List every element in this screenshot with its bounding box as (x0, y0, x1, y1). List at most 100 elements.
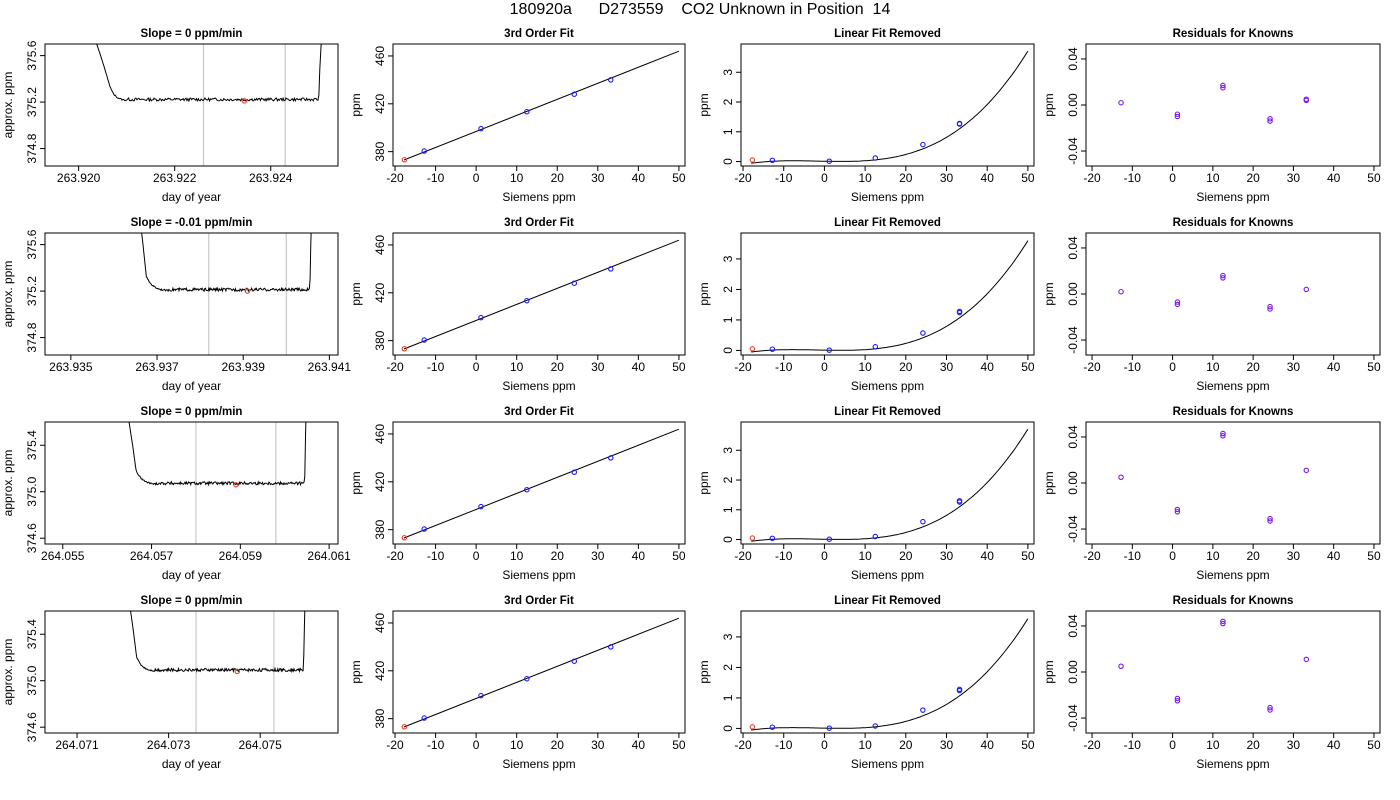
known-point (571, 469, 578, 475)
x-tick-label: 0 (473, 360, 480, 374)
plot-frame (740, 610, 1035, 734)
residual-point (1303, 467, 1310, 474)
x-tick-label: 30 (1287, 171, 1301, 185)
known-point (571, 658, 578, 664)
x-tick-label: -10 (1124, 171, 1142, 185)
panel-r4-c2: 3rd Order Fit Siemens ppm ppm -20 -10 0 10 20 30… (349, 595, 686, 771)
residual-point (1303, 286, 1310, 293)
x-tick-label: 40 (1327, 171, 1341, 185)
panel-r3-c4: Residuals for Knowns Siemens ppm ppm -20 -10… (1042, 406, 1381, 582)
y-tick-label: 0 (721, 725, 735, 732)
known-point (478, 125, 484, 132)
y-axis-label: ppm (1042, 471, 1056, 494)
y-tick-label: 375.4 (25, 430, 39, 460)
residual-point (1118, 663, 1124, 669)
plot-area (401, 428, 680, 541)
plot-area (1118, 618, 1310, 713)
x-tick-label: 263.935 (49, 360, 93, 374)
x-tick-label: 50 (1367, 360, 1381, 374)
x-tick-label: 10 (858, 738, 872, 752)
y-tick-label: 460 (373, 235, 387, 255)
x-tick-label: 264.059 (219, 549, 263, 563)
x-tick-label: 30 (1287, 549, 1301, 563)
panel-title: 3rd Order Fit (504, 28, 574, 40)
y-tick-label: 375.6 (25, 229, 39, 259)
x-tick-label: 263.939 (222, 360, 266, 374)
y-tick-label: 0 (721, 347, 735, 354)
plot-area (128, 422, 307, 544)
y-tick-label: -0.04 (1066, 704, 1080, 732)
unknown-point (401, 157, 408, 163)
x-axis-label: Siemens ppm (851, 568, 924, 582)
x-tick-label: -10 (427, 549, 445, 563)
y-axis-label: ppm (1042, 660, 1056, 683)
panel-title: Slope = 0 ppm/min (141, 595, 243, 607)
panel-title: Residuals for Knowns (1173, 406, 1294, 418)
y-tick-label: 380 (373, 330, 387, 350)
residual-point (1267, 306, 1273, 312)
x-tick-label: 20 (899, 738, 913, 752)
residual-point (1220, 275, 1226, 281)
panel-r1-c4: Residuals for Knowns Siemens ppm ppm -20 -10… (1042, 28, 1381, 204)
y-axis-label: ppm (349, 660, 363, 683)
x-tick-label: 50 (672, 549, 686, 563)
x-tick-label: -20 (1083, 171, 1101, 185)
x-axis-label: Siemens ppm (502, 757, 575, 771)
x-tick-label: -10 (1124, 360, 1142, 374)
known-point (608, 455, 614, 461)
x-tick-label: 10 (510, 738, 524, 752)
y-tick-label: 0.00 (1066, 660, 1080, 684)
residual-point (1303, 96, 1310, 102)
residual-point (1118, 99, 1124, 106)
x-tick-label: 40 (981, 360, 995, 374)
known-point (826, 725, 833, 731)
y-tick-label: 0.00 (1066, 93, 1080, 117)
x-tick-label: 20 (551, 360, 565, 374)
y-tick-label: 1 (721, 316, 735, 323)
x-tick-label: 40 (1327, 360, 1341, 374)
known-point (571, 91, 578, 97)
panel-r1-c3: Linear Fit Removed Siemens ppm ppm -20 -10 0 1… (697, 28, 1035, 204)
residual-point (1267, 118, 1273, 124)
y-tick-label: 374.8 (25, 322, 39, 352)
panel-title: 3rd Order Fit (504, 595, 574, 607)
residual-point (1174, 111, 1181, 117)
x-tick-label: -20 (386, 549, 404, 563)
residual-point (1174, 113, 1181, 120)
y-tick-label: 375.0 (25, 476, 39, 506)
y-tick-label: 1 (721, 128, 735, 135)
known-point (421, 148, 427, 154)
known-point (920, 518, 926, 525)
known-point (608, 77, 614, 83)
panel-r4-c1: Slope = 0 ppm/min day of year approx. ppm 2… (1, 595, 339, 771)
residual-point (1220, 82, 1226, 89)
y-tick-label: 380 (373, 708, 387, 728)
x-axis-label: Siemens ppm (851, 190, 924, 204)
x-tick-label: 50 (1021, 738, 1035, 752)
plot-frame (392, 232, 686, 356)
known-point (421, 337, 427, 343)
known-point (524, 297, 530, 304)
x-tick-label: 263.924 (249, 171, 293, 185)
plot-area (141, 233, 312, 355)
residual-point (1174, 301, 1181, 308)
x-tick-label: 40 (632, 738, 646, 752)
residual-point (1220, 433, 1226, 439)
plot-frame (44, 421, 339, 545)
panel-r4-c4: Residuals for Knowns Siemens ppm ppm -20 -10… (1042, 595, 1381, 771)
y-axis-label: approx. ppm (1, 261, 15, 328)
x-tick-label: 50 (1021, 171, 1035, 185)
measurement-trace (130, 611, 306, 674)
fit-line (403, 617, 680, 728)
sample-point (233, 481, 239, 488)
y-tick-label: 375.4 (25, 619, 39, 649)
x-tick-label: 50 (1021, 360, 1035, 374)
residual-point (1174, 698, 1181, 704)
y-tick-label: 380 (373, 141, 387, 161)
x-tick-label: -20 (386, 171, 404, 185)
x-tick-label: 264.071 (55, 738, 99, 752)
y-tick-label: 375.2 (25, 276, 39, 306)
known-point (956, 309, 963, 316)
x-tick-label: -10 (427, 360, 445, 374)
